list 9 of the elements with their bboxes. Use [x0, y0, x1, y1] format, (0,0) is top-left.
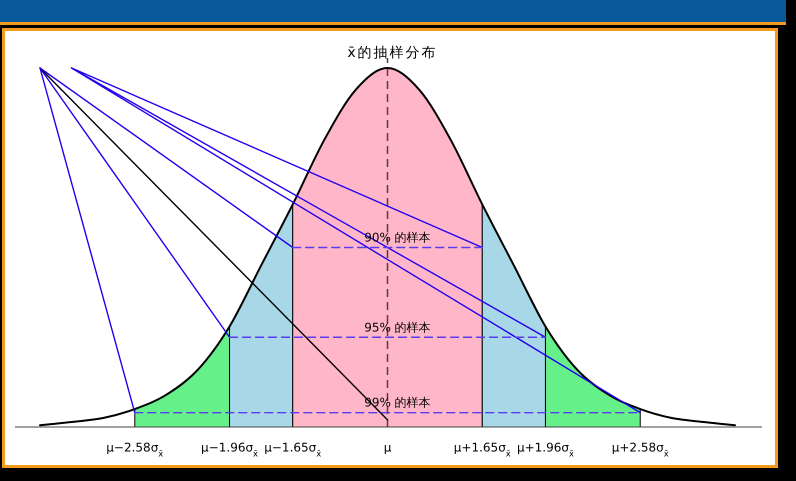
x-tick-label: μ−1.65σ$_{x̄}$ — [264, 440, 322, 459]
x-tick-label: μ+2.58σ$_{x̄}$ — [612, 440, 669, 459]
chart-title: x̄的抽样分布 — [347, 45, 438, 61]
x-tick-label: μ−1.96σ$_{x̄}$ — [201, 440, 258, 459]
annotation: 95% 的样本 — [364, 320, 431, 334]
x-tick-label: μ+1.65σ$_{x̄}$ — [454, 440, 511, 459]
x-tick-label: μ+1.96σ$_{x̄}$ — [516, 440, 574, 459]
x-tick-label: μ−2.58σ$_{x̄}$ — [106, 440, 164, 459]
x-tick-label: μ — [384, 440, 392, 455]
